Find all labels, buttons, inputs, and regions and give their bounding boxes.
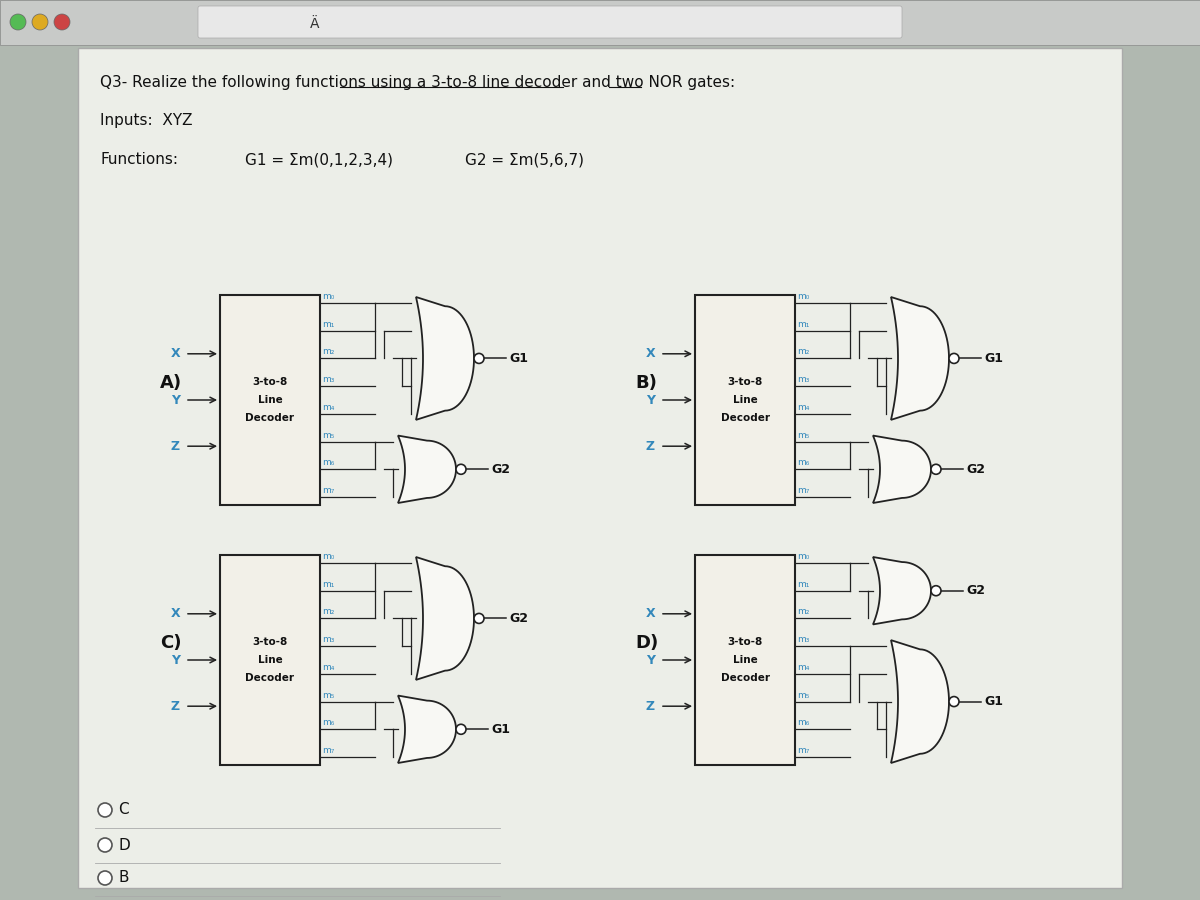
Text: Decoder: Decoder: [720, 673, 769, 683]
Text: Y: Y: [646, 653, 655, 667]
Text: Decoder: Decoder: [720, 413, 769, 423]
Circle shape: [474, 354, 484, 364]
Text: X: X: [170, 608, 180, 620]
Text: Line: Line: [258, 655, 282, 665]
Text: Decoder: Decoder: [246, 413, 294, 423]
Text: m₃: m₃: [322, 375, 335, 384]
Text: 3-to-8: 3-to-8: [727, 637, 763, 647]
Text: m₀: m₀: [797, 552, 809, 561]
Text: G1 = Σm(0,1,2,3,4): G1 = Σm(0,1,2,3,4): [245, 152, 394, 167]
Text: Line: Line: [733, 655, 757, 665]
Text: m₅: m₅: [797, 430, 809, 439]
Polygon shape: [416, 557, 474, 680]
Text: m₁: m₁: [322, 320, 335, 328]
Text: B): B): [635, 374, 656, 392]
Text: 3-to-8: 3-to-8: [727, 377, 763, 387]
Text: A): A): [160, 374, 182, 392]
Text: G1: G1: [491, 723, 510, 736]
Text: m₁: m₁: [797, 580, 809, 589]
Text: C): C): [160, 634, 181, 652]
Text: Line: Line: [258, 395, 282, 405]
Text: 3-to-8: 3-to-8: [252, 637, 288, 647]
Text: Decoder: Decoder: [246, 673, 294, 683]
Text: Inputs:  XYZ: Inputs: XYZ: [100, 112, 192, 128]
Text: Functions:: Functions:: [100, 152, 178, 167]
Text: m₂: m₂: [322, 608, 335, 616]
Polygon shape: [890, 640, 949, 763]
Polygon shape: [398, 436, 456, 503]
Circle shape: [456, 724, 466, 734]
Text: m₃: m₃: [797, 375, 809, 384]
Circle shape: [474, 614, 484, 624]
Text: G2: G2: [966, 584, 985, 598]
Text: m₅: m₅: [322, 430, 335, 439]
Text: m₃: m₃: [797, 635, 809, 644]
Text: m₇: m₇: [322, 746, 335, 755]
Text: m₂: m₂: [797, 608, 809, 616]
Text: m₅: m₅: [797, 690, 809, 699]
Text: Z: Z: [646, 440, 655, 453]
Circle shape: [54, 14, 70, 30]
Text: Q3- Realize the following functions using a 3-to-8 line decoder and two NOR gate: Q3- Realize the following functions usin…: [100, 75, 736, 89]
Circle shape: [949, 697, 959, 706]
Text: G1: G1: [509, 352, 528, 365]
Text: G2: G2: [491, 463, 510, 476]
FancyBboxPatch shape: [220, 295, 320, 505]
Text: m₇: m₇: [797, 746, 809, 755]
Text: B: B: [118, 870, 128, 886]
Polygon shape: [874, 557, 931, 625]
Text: m₀: m₀: [797, 292, 809, 301]
Text: G1: G1: [984, 695, 1003, 708]
Text: m₅: m₅: [322, 690, 335, 699]
Circle shape: [32, 14, 48, 30]
Text: m₄: m₄: [322, 403, 335, 412]
Text: Y: Y: [646, 393, 655, 407]
Text: m₄: m₄: [797, 663, 809, 672]
FancyBboxPatch shape: [695, 555, 796, 765]
FancyBboxPatch shape: [0, 0, 1200, 45]
Circle shape: [98, 871, 112, 885]
Text: X: X: [646, 347, 655, 360]
Circle shape: [931, 464, 941, 474]
Text: G2 = Σm(5,6,7): G2 = Σm(5,6,7): [466, 152, 584, 167]
FancyBboxPatch shape: [78, 48, 1122, 888]
FancyBboxPatch shape: [695, 295, 796, 505]
Polygon shape: [890, 297, 949, 420]
Text: Z: Z: [646, 699, 655, 713]
Polygon shape: [874, 436, 931, 503]
Text: m₁: m₁: [797, 320, 809, 328]
Text: m₇: m₇: [797, 486, 809, 495]
Text: 3-to-8: 3-to-8: [252, 377, 288, 387]
Text: D): D): [635, 634, 659, 652]
Circle shape: [949, 354, 959, 364]
Circle shape: [456, 464, 466, 474]
Text: m₄: m₄: [322, 663, 335, 672]
Text: m₂: m₂: [322, 347, 335, 356]
Circle shape: [98, 803, 112, 817]
Text: Ä: Ä: [310, 17, 319, 31]
Text: D: D: [118, 838, 130, 852]
Text: X: X: [170, 347, 180, 360]
Text: Y: Y: [172, 393, 180, 407]
Polygon shape: [416, 297, 474, 420]
Text: m₆: m₆: [797, 718, 809, 727]
Text: Z: Z: [170, 699, 180, 713]
Text: X: X: [646, 608, 655, 620]
Text: G2: G2: [509, 612, 528, 625]
Circle shape: [931, 586, 941, 596]
FancyBboxPatch shape: [220, 555, 320, 765]
Text: m₁: m₁: [322, 580, 335, 589]
Text: m₂: m₂: [797, 347, 809, 356]
Text: Y: Y: [172, 653, 180, 667]
Text: G1: G1: [984, 352, 1003, 365]
Text: m₆: m₆: [322, 458, 335, 467]
Text: m₄: m₄: [797, 403, 809, 412]
Text: Z: Z: [170, 440, 180, 453]
Circle shape: [98, 838, 112, 852]
Polygon shape: [398, 696, 456, 763]
Text: m₆: m₆: [797, 458, 809, 467]
Text: m₃: m₃: [322, 635, 335, 644]
Text: m₀: m₀: [322, 552, 335, 561]
Text: C: C: [118, 803, 128, 817]
